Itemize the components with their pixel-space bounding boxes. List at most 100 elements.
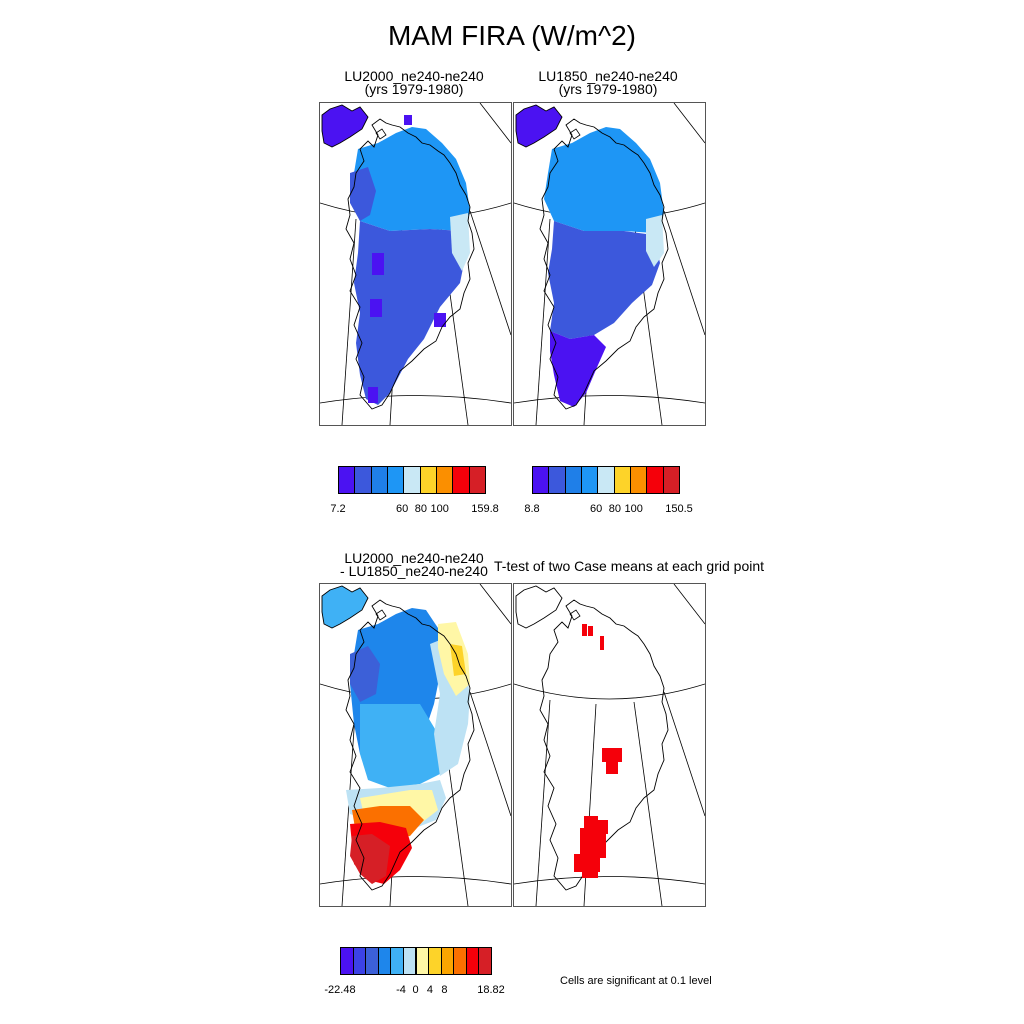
panel-2-title-line1: LU1850_ne240-ne240 <box>538 68 678 84</box>
map-ttest <box>514 584 705 906</box>
significance-note: Cells are significant at 0.1 level <box>560 975 712 987</box>
colorbar-swatch <box>532 466 550 494</box>
map4-meridian-1 <box>535 699 551 906</box>
colorbar-swatch <box>338 466 356 494</box>
map-panel-difference <box>319 583 512 907</box>
map2-field-north <box>544 127 664 233</box>
map1-greenland-coastline <box>345 118 475 410</box>
colorbar-difference: -22.48 -4 0 4 8 18.82 <box>324 947 505 1007</box>
map4-significant-cell-4 <box>606 762 618 774</box>
panel-1-title-line2: (yrs 1979-1980) <box>364 81 464 97</box>
map1-parallel-south <box>320 395 511 404</box>
map4-meridian-4 <box>663 691 705 817</box>
panel-3-title-line2: - LU1850_ne240-ne240 <box>340 563 488 579</box>
colorbar-swatch <box>478 947 492 975</box>
colorbar-swatch <box>365 947 379 975</box>
map4-significant-cell-1 <box>588 626 593 636</box>
colorbar-swatch <box>646 466 664 494</box>
colorbar-tick-label: 80 <box>414 503 428 515</box>
map3-ellesmere-field <box>322 586 368 628</box>
colorbar-tick-label: 60 <box>589 503 603 515</box>
colorbar-tick-label: 100 <box>430 503 449 515</box>
figure-title: MAM FIRA (W/m^2) <box>387 20 636 51</box>
colorbar-lu1850: 8.8 60 80 100 150.5 <box>524 466 693 526</box>
colorbar-swatch <box>377 947 392 975</box>
map-panel-lu2000 <box>319 102 512 426</box>
colorbar-swatch <box>564 466 582 494</box>
colorbar-tick-label: 80 <box>608 503 622 515</box>
colorbar-swatch <box>452 466 470 494</box>
colorbar-tick-label: 60 <box>395 503 409 515</box>
colorbar-tick-label: 4 <box>426 984 434 996</box>
colorbar-swatch <box>436 466 454 494</box>
map4-parallel-south <box>514 876 705 885</box>
map4-meridian-5 <box>673 584 705 625</box>
map-lu2000 <box>320 103 511 425</box>
colorbar-tick-label: 18.82 <box>477 984 505 996</box>
colorbar-tick-label: 8.8 <box>524 503 540 515</box>
map4-significant-cell-3 <box>602 748 622 762</box>
colorbar-tick-label: 7.2 <box>330 503 346 515</box>
colorbar-tick-label: 159.8 <box>471 503 499 515</box>
map4-graticule <box>514 584 705 906</box>
colorbar-swatch <box>352 947 367 975</box>
map4-meridian-3 <box>633 701 663 906</box>
map-lu1850 <box>514 103 705 425</box>
colorbar-swatch <box>630 466 648 494</box>
panel-3-title: LU2000_ne240-ne240 - LU1850_ne240-ne240 <box>314 551 514 579</box>
colorbar-swatch <box>340 947 354 975</box>
map2-meridian-4 <box>663 210 705 336</box>
colorbar-swatch <box>387 466 405 494</box>
colorbar-swatch <box>428 947 442 975</box>
map4-significant-cell-9 <box>582 872 598 878</box>
panel-2-title: LU1850_ne240-ne240 (yrs 1979-1980) <box>508 68 708 96</box>
colorbar-swatch <box>419 466 437 494</box>
colorbar-swatch <box>440 947 455 975</box>
colorbar-swatch <box>465 947 480 975</box>
colorbar-swatch <box>581 466 599 494</box>
colorbar-tick-label: 150.5 <box>665 503 693 515</box>
map3-parallel-south <box>320 876 511 885</box>
map4-parallel-north <box>514 683 705 700</box>
map4-island-coastline <box>569 609 581 621</box>
colorbar-lu2000: 7.2 60 80 100 159.8 <box>330 466 499 526</box>
colorbar-tick-label: 8 <box>441 984 448 996</box>
colorbar-tick-label: -22.48 <box>324 984 356 996</box>
map4-significant-cell-8 <box>574 854 600 872</box>
map4-significant-cell-0 <box>582 624 587 636</box>
map1-field-west <box>350 167 376 221</box>
colorbar-swatch <box>662 466 680 494</box>
colorbar-swatch <box>403 466 421 494</box>
map1-ellesmere-coastline <box>321 104 369 148</box>
colorbar-swatch <box>370 466 388 494</box>
colorbar-tick-label: 100 <box>624 503 643 515</box>
colorbar-swatch <box>354 466 372 494</box>
map1-meridian-5 <box>479 103 511 144</box>
map1-island-coastline <box>375 128 387 140</box>
map4-ellesmere-coastline <box>515 585 563 629</box>
map2-greenland-coastline <box>539 118 669 410</box>
map3-greenland-coastline <box>345 599 475 891</box>
colorbar-swatch <box>415 947 430 975</box>
map1-meridian-4 <box>469 210 511 336</box>
colorbar-swatch <box>548 466 566 494</box>
map1-meridian-1 <box>341 218 357 425</box>
map1-field-east-light <box>450 213 470 271</box>
panel-1-title-line1: LU2000_ne240-ne240 <box>344 68 484 84</box>
map3-field-west-dark <box>350 646 380 702</box>
map2-parallel-south <box>514 395 705 404</box>
map3-meridian-5 <box>479 584 511 625</box>
map2-field-south <box>550 331 606 407</box>
map1-dark-cell-2 <box>368 387 378 403</box>
colorbar-tick-label: 0 <box>412 984 419 996</box>
map2-island-coastline <box>569 128 581 140</box>
map2-meridian-5 <box>673 103 705 144</box>
colorbar-swatch <box>453 947 467 975</box>
colorbar-swatch <box>613 466 631 494</box>
map2-field-middle <box>548 221 660 339</box>
colorbar-swatch <box>402 947 417 975</box>
map4-significant-cell-7 <box>580 828 606 858</box>
map3-field-central <box>360 704 440 788</box>
panel-4-title-line1: T-test of two Case means at each grid po… <box>494 558 765 574</box>
colorbar-swatch <box>390 947 404 975</box>
